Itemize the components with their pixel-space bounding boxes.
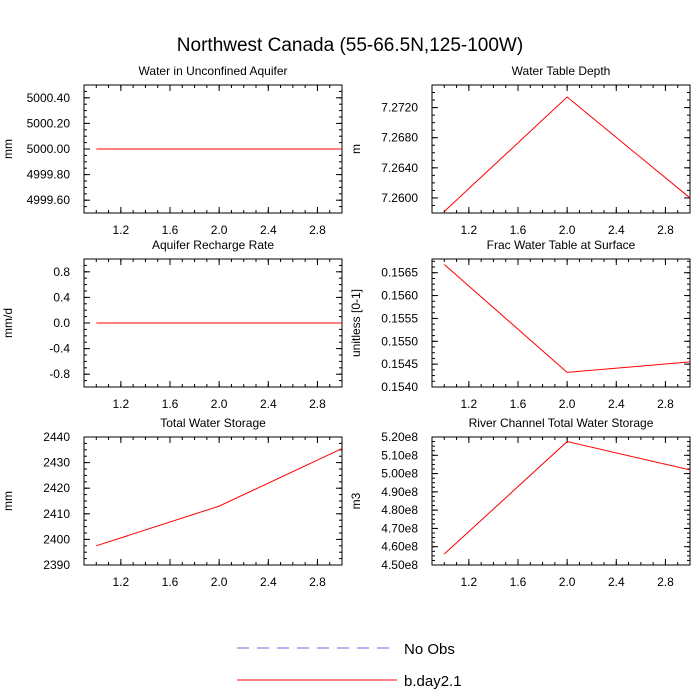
y-tick-label: 0.1565 <box>381 266 418 280</box>
panels: Water in Unconfined Aquifer mm 1.2 1.6 2.0 2.… <box>1 64 691 589</box>
y-tick-label: 0.1555 <box>381 311 418 325</box>
panel-water-in-unconfined-aquifer: Water in Unconfined Aquifer mm 1.2 1.6 2.0 2.… <box>1 64 343 237</box>
x-tick-label: 2.8 <box>657 575 674 589</box>
y-tick-label: 7.2720 <box>381 101 418 115</box>
x-tick-label: 2.0 <box>211 397 228 411</box>
panel-title: Water Table Depth <box>512 64 611 78</box>
y-tick-label: 4.70e8 <box>381 521 418 535</box>
x-tick-label: 1.2 <box>461 397 478 411</box>
series-line-b-day2-1 <box>443 264 690 373</box>
y-tick-label: 2440 <box>43 430 70 444</box>
x-tick-label: 1.6 <box>510 223 527 237</box>
x-tick-label: 2.0 <box>559 575 576 589</box>
x-tick-label: 1.2 <box>113 575 130 589</box>
x-tick-label: 2.8 <box>657 397 674 411</box>
y-axis-label: mm <box>1 139 15 159</box>
panel-water-table-depth: Water Table Depth m 1.2 1.6 2.0 2.4 2.8 7.2600 7… <box>349 64 691 237</box>
y-tick-label: 5.00e8 <box>381 467 418 481</box>
y-tick-label: 0.1545 <box>381 357 418 371</box>
x-tick-label: 2.0 <box>559 223 576 237</box>
panel-title: Frac Water Table at Surface <box>487 238 636 252</box>
y-tick-label: 4.80e8 <box>381 503 418 517</box>
y-axis-label: unitless [0-1] <box>349 289 363 357</box>
y-tick-label: 2390 <box>43 558 70 572</box>
x-tick-label: 2.8 <box>309 575 326 589</box>
series-line-b-day2-1 <box>96 448 342 547</box>
x-tick-label: 2.8 <box>309 223 326 237</box>
x-tick-label: 2.4 <box>260 397 277 411</box>
y-tick-label: 2430 <box>43 456 70 470</box>
y-axis-label: m <box>349 144 363 154</box>
y-tick-label: 4.50e8 <box>381 558 418 572</box>
panel-river-channel-total-water-storage: River Channel Total Water Storage m3 1.2 1.… <box>349 416 691 589</box>
x-tick-label: 2.4 <box>260 575 277 589</box>
y-tick-label: 7.2640 <box>381 161 418 175</box>
panel-title: Total Water Storage <box>160 416 266 430</box>
x-tick-label: 2.8 <box>309 397 326 411</box>
y-axis-label: m3 <box>349 492 363 509</box>
y-tick-label: 7.2600 <box>381 191 418 205</box>
x-tick-label: 2.4 <box>608 223 625 237</box>
plot-frame <box>431 258 691 388</box>
x-tick-label: 1.2 <box>461 223 478 237</box>
y-tick-label: 0.0 <box>53 316 70 330</box>
plot-frame <box>431 84 691 214</box>
y-tick-label: 2410 <box>43 507 70 521</box>
y-tick-label: 0.8 <box>53 265 70 279</box>
x-tick-label: 1.2 <box>113 223 130 237</box>
panel-title: Aquifer Recharge Rate <box>152 238 274 252</box>
figure-title: Northwest Canada (55-66.5N,125-100W) <box>177 35 523 56</box>
y-axis-label: mm/d <box>1 308 15 338</box>
x-tick-label: 2.8 <box>657 223 674 237</box>
x-tick-label: 2.4 <box>608 575 625 589</box>
y-tick-label: 5.10e8 <box>381 448 418 462</box>
x-tick-label: 1.2 <box>113 397 130 411</box>
y-axis-label: mm <box>1 491 15 511</box>
y-tick-label: 4.90e8 <box>381 485 418 499</box>
x-tick-label: 2.4 <box>608 397 625 411</box>
y-tick-label: 0.1540 <box>381 380 418 394</box>
y-tick-label: 5000.20 <box>27 116 71 130</box>
y-tick-label: 5000.00 <box>27 142 71 156</box>
y-tick-label: -0.8 <box>49 367 70 381</box>
y-tick-label: 4999.60 <box>27 193 71 207</box>
series-line-b-day2-1 <box>443 96 690 212</box>
panel-title: Water in Unconfined Aquifer <box>139 64 288 78</box>
x-tick-label: 1.6 <box>162 397 179 411</box>
x-tick-label: 1.6 <box>162 223 179 237</box>
y-tick-label: 0.1550 <box>381 334 418 348</box>
y-tick-label: 0.1560 <box>381 289 418 303</box>
legend-label-no-obs: No Obs <box>404 641 455 658</box>
x-tick-label: 1.2 <box>461 575 478 589</box>
legend: No Obs b.day2.1 <box>237 641 462 690</box>
x-tick-label: 1.6 <box>162 575 179 589</box>
plot-frame <box>83 436 343 566</box>
x-tick-label: 1.6 <box>510 575 527 589</box>
y-tick-label: 2420 <box>43 481 70 495</box>
series-line-b-day2-1 <box>443 441 690 555</box>
x-tick-label: 1.6 <box>510 397 527 411</box>
y-tick-label: 4.60e8 <box>381 540 418 554</box>
x-tick-label: 2.0 <box>211 575 228 589</box>
y-tick-label: 5.20e8 <box>381 430 418 444</box>
x-tick-label: 2.0 <box>211 223 228 237</box>
panel-aquifer-recharge-rate: Aquifer Recharge Rate mm/d 1.2 1.6 2.0 2.4 2.8… <box>1 238 343 411</box>
plot-frame <box>431 436 691 566</box>
y-tick-label: 5000.40 <box>27 91 71 105</box>
x-tick-label: 2.0 <box>559 397 576 411</box>
panel-frac-water-table-at-surface: Frac Water Table at Surface unitless [0-1… <box>349 238 691 411</box>
panel-total-water-storage: Total Water Storage mm 1.2 1.6 2.0 2.4 2.8 2390… <box>1 416 343 589</box>
y-tick-label: 2400 <box>43 532 70 546</box>
y-tick-label: 7.2680 <box>381 131 418 145</box>
panel-title: River Channel Total Water Storage <box>469 416 654 430</box>
y-tick-label: -0.4 <box>49 342 70 356</box>
y-tick-label: 0.4 <box>53 290 70 304</box>
x-tick-label: 2.4 <box>260 223 277 237</box>
legend-label-b-day2-1: b.day2.1 <box>404 673 462 690</box>
y-tick-label: 4999.80 <box>27 168 71 182</box>
